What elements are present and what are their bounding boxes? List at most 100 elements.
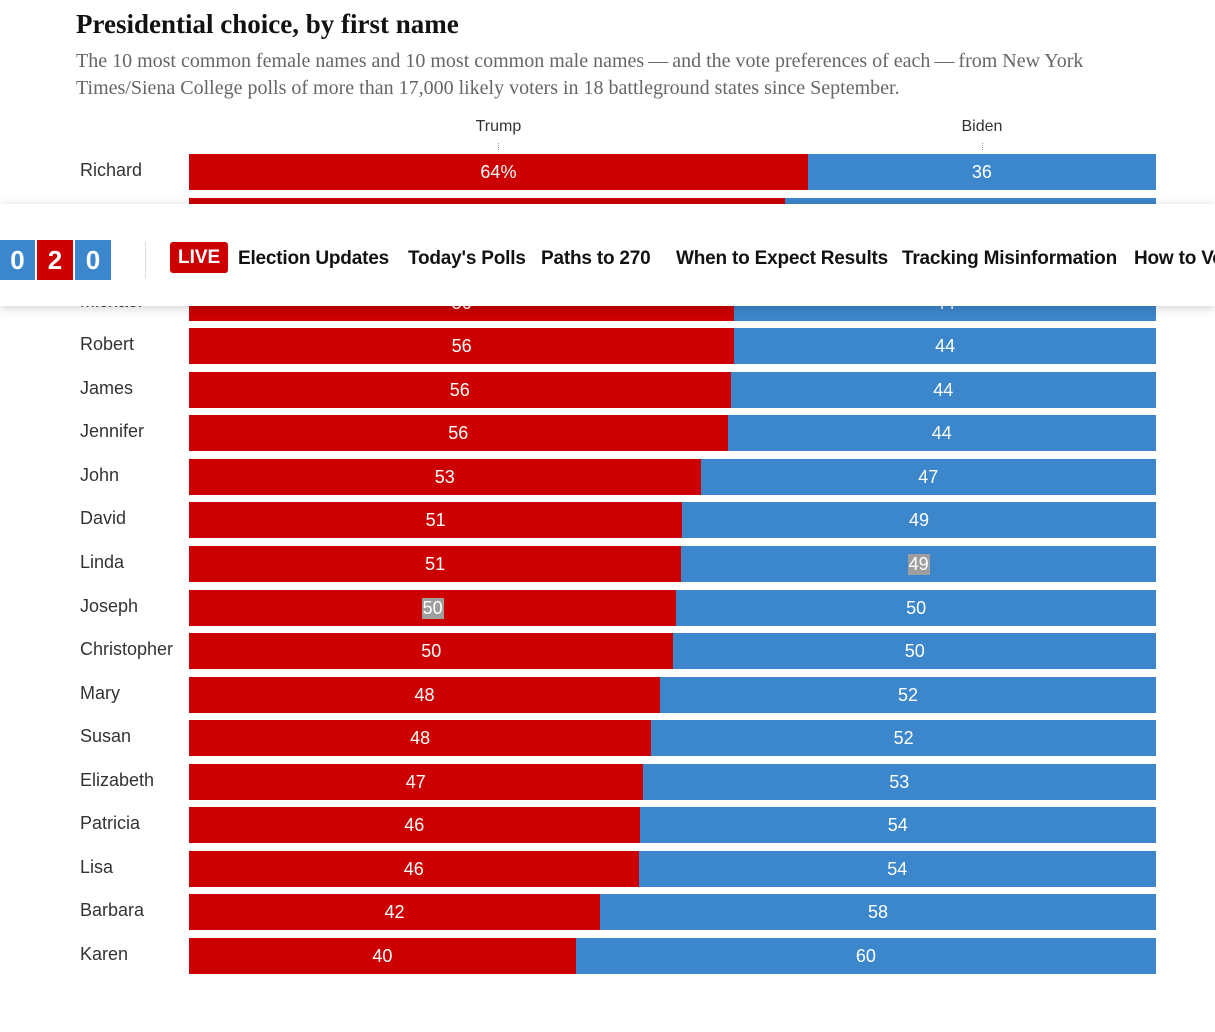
trump-bar: 48: [189, 720, 652, 756]
trump-bar-label: 64%: [480, 161, 517, 182]
biden-bar: 47: [700, 459, 1156, 495]
trump-bar-label: 50: [421, 640, 442, 661]
chart-row: Lisa 46 54: [0, 851, 1215, 887]
nav-item-paths-to-270[interactable]: Paths to 270: [541, 248, 651, 269]
trump-bar: 51: [189, 502, 683, 538]
row-name-label: Lisa: [80, 857, 114, 877]
biden-bar-label: 60: [855, 945, 876, 966]
biden-bar-label: 44: [931, 422, 952, 443]
nav-item-when-to-expect-results[interactable]: When to Expect Results: [676, 248, 889, 269]
biden-bar: 50: [676, 590, 1156, 626]
trump-bar-label: 56: [451, 335, 472, 356]
row-name-label: Mary: [80, 683, 120, 703]
trump-bar: 46: [189, 851, 639, 887]
biden-bar: 60: [575, 938, 1156, 974]
row-name-label: Barbara: [80, 900, 145, 920]
biden-bar-label: 54: [887, 858, 908, 879]
trump-bar: 50: [189, 590, 677, 626]
row-name-label: Elizabeth: [80, 770, 155, 790]
trump-bar: 56: [189, 372, 731, 408]
trump-bar: 47: [189, 764, 643, 800]
chart-row: Joseph 50 50: [0, 590, 1215, 626]
chart-row: Christopher 50 50: [0, 633, 1215, 669]
row-name-label: Jennifer: [80, 421, 145, 441]
trump-bar-label: 50: [421, 597, 444, 619]
biden-bar: 36: [807, 154, 1156, 190]
trump-bar: 50: [189, 633, 674, 669]
row-name-label: Christopher: [80, 639, 174, 659]
trump-bar: 42: [189, 894, 600, 930]
live-badge[interactable]: LIVE: [170, 242, 229, 273]
counter-digit: 0: [0, 240, 35, 280]
chart-row: Jennifer 56 44: [0, 415, 1215, 451]
row-name-label: John: [80, 465, 120, 485]
biden-bar-label: 47: [918, 466, 939, 487]
nav-item-todays-polls[interactable]: Today's Polls: [408, 248, 526, 269]
biden-bar-label: 50: [906, 597, 927, 618]
biden-bar: 53: [642, 764, 1156, 800]
chart-row: Barbara 42 58: [0, 894, 1215, 930]
trump-bar-label: 42: [384, 901, 405, 922]
chart-row: David 51 49: [0, 502, 1215, 538]
chart-row: Robert 56 44: [0, 328, 1215, 364]
biden-bar: 49: [682, 502, 1156, 538]
biden-bar: 52: [659, 677, 1156, 713]
biden-bar-label: 49: [907, 553, 930, 575]
counter-digit: 0: [75, 240, 111, 280]
chart-row: Susan 48 52: [0, 720, 1215, 756]
trump-bar: 46: [189, 807, 640, 843]
trump-bar-label: 46: [404, 814, 425, 835]
biden-bar: 50: [673, 633, 1156, 669]
election-nav-bar: 0 2 0 LIVE Election Updates Today's Poll…: [0, 204, 1215, 306]
biden-bar-label: 52: [893, 727, 914, 748]
chart-row: John 53 47: [0, 459, 1215, 495]
trump-bar-label: 51: [425, 509, 446, 530]
biden-bar: 49: [681, 546, 1156, 582]
nav-item-election-updates[interactable]: Election Updates: [238, 248, 389, 269]
trump-bar-label: 53: [434, 466, 455, 487]
trump-bar-label: 47: [405, 771, 426, 792]
biden-bar-label: 54: [887, 814, 908, 835]
trump-bar: 56: [189, 415, 728, 451]
trump-bar: 56: [189, 328, 735, 364]
row-name-label: Linda: [80, 552, 125, 572]
chart-row: Elizabeth 47 53: [0, 764, 1215, 800]
chart-row: Patricia 46 54: [0, 807, 1215, 843]
chart-row: Richard 64% 36: [0, 154, 1215, 190]
biden-column-tick: [981, 143, 983, 150]
trump-bar-label: 56: [449, 379, 470, 400]
biden-column-label: Biden: [961, 118, 1003, 135]
biden-bar-label: 49: [909, 509, 930, 530]
row-name-label: Patricia: [80, 813, 141, 833]
biden-bar: 44: [727, 415, 1156, 451]
trump-bar: 48: [189, 677, 660, 713]
trump-bar: 40: [189, 938, 576, 974]
chart-row: James 56 44: [0, 372, 1215, 408]
chart-row: Karen 40 60: [0, 938, 1215, 974]
nav-item-how-to-vote[interactable]: How to Vo: [1134, 248, 1215, 269]
biden-bar: 52: [651, 720, 1156, 756]
row-name-label: Richard: [80, 160, 143, 180]
trump-bar-label: 51: [425, 553, 446, 574]
trump-bar-label: 56: [448, 422, 469, 443]
trump-bar-label: 46: [403, 858, 424, 879]
chart-subtitle: The 10 most common female names and 10 m…: [76, 50, 1084, 99]
row-name-label: Joseph: [80, 596, 139, 616]
row-name-label: Robert: [80, 334, 135, 354]
row-name-label: David: [80, 508, 127, 528]
chart-row: Mary 48 52: [0, 677, 1215, 713]
election-countdown-logo[interactable]: 0 2 0: [0, 240, 111, 280]
trump-bar-label: 48: [410, 727, 431, 748]
trump-bar: 53: [189, 459, 701, 495]
trump-column-tick: [498, 143, 500, 150]
trump-bar: 51: [189, 546, 682, 582]
biden-bar: 58: [599, 894, 1156, 930]
biden-bar-label: 50: [904, 640, 925, 661]
row-name-label: Susan: [80, 726, 132, 746]
trump-bar: 64%: [189, 154, 808, 190]
biden-bar: 44: [734, 328, 1156, 364]
biden-bar: 54: [639, 807, 1156, 843]
chart-row: Linda 51 49: [0, 546, 1215, 582]
biden-bar-label: 52: [897, 684, 918, 705]
nav-item-tracking-misinformation[interactable]: Tracking Misinformation: [902, 248, 1117, 269]
